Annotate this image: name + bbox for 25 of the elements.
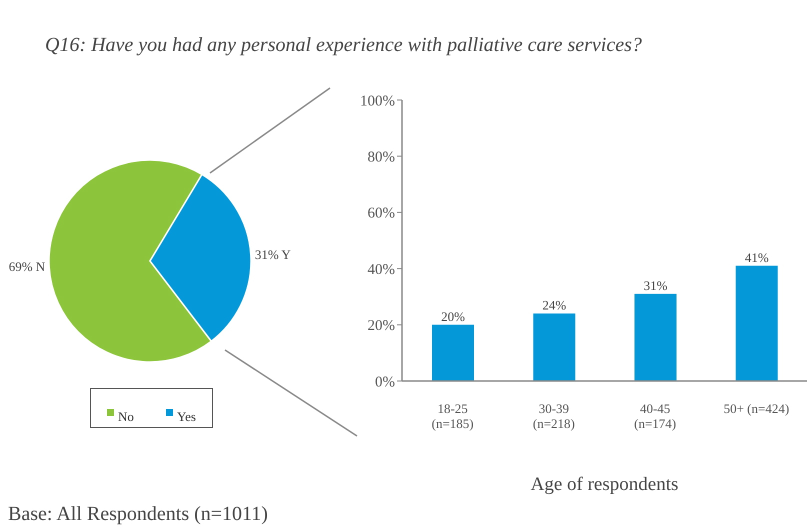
bar xyxy=(634,294,676,381)
y-tick-label: 40% xyxy=(368,262,395,278)
data-label: 24% xyxy=(542,298,566,313)
bar xyxy=(533,314,576,381)
data-label: 31% xyxy=(644,278,668,293)
data-label: 41% xyxy=(744,250,769,265)
y-tick-label: 60% xyxy=(368,206,395,222)
y-tick-label: 80% xyxy=(368,150,395,166)
legend-label: No xyxy=(118,409,134,425)
data-label: 20% xyxy=(441,308,466,324)
data-label: 69% N xyxy=(8,258,46,274)
text: Base: All Respondents (n=1011) xyxy=(8,503,268,526)
x-tick-label: 18-25 (n=185) xyxy=(432,401,474,431)
x-tick-label: 30-39 (n=218) xyxy=(532,401,575,431)
y-tick-label: 0% xyxy=(375,374,395,390)
y-tick-label: 100% xyxy=(360,93,395,110)
legend-label: Yes xyxy=(177,409,196,425)
x-tick-label: 50+ (n=424) xyxy=(724,401,790,416)
text: Q16: Have you had any personal experience with palliative care services? xyxy=(45,34,642,57)
y-tick-label: 20% xyxy=(368,318,395,334)
bar xyxy=(736,266,778,381)
x-tick-label: 40-45 (n=174) xyxy=(634,401,676,431)
data-label: 31% Y xyxy=(254,247,292,262)
x-axis-title: Age of respondents xyxy=(530,474,678,495)
bar xyxy=(432,324,474,381)
